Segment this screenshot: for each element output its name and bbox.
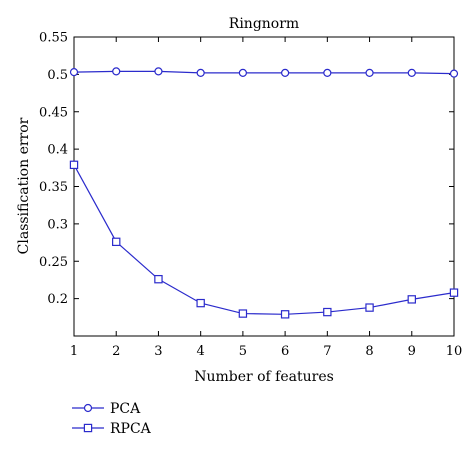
point-rpca <box>407 295 416 304</box>
point-rpca <box>154 274 163 284</box>
legend-marker-pca <box>83 403 93 413</box>
y-tick-label: 0.25 <box>39 255 68 270</box>
series-line-pca <box>73 70 455 75</box>
point-pca <box>365 68 374 77</box>
legend-marker-rpca <box>83 423 93 433</box>
x-tick-label: 5 <box>239 344 247 359</box>
legend-label-rpca: RPCA <box>110 421 152 437</box>
x-tick-label: 2 <box>112 344 120 359</box>
series-line-rpca <box>73 164 455 315</box>
x-tick-label: 4 <box>197 344 205 359</box>
point-rpca <box>449 288 459 297</box>
point-rpca <box>196 298 205 308</box>
point-pca <box>112 67 121 76</box>
x-tick-label: 3 <box>154 344 162 359</box>
y-tick-label: 0.4 <box>47 143 68 158</box>
x-tick-label: 7 <box>323 344 331 359</box>
chart-title: Ringnorm <box>229 16 299 32</box>
point-rpca <box>323 307 332 317</box>
x-tick-label: 1 <box>70 344 78 359</box>
y-tick-label: 0.3 <box>47 217 68 232</box>
x-tick-label: 6 <box>281 344 289 359</box>
y-tick-label: 0.5 <box>47 68 68 83</box>
point-rpca <box>238 309 248 318</box>
point-pca <box>238 68 247 77</box>
series-group <box>69 67 459 319</box>
point-pca <box>407 68 416 77</box>
point-rpca <box>365 303 374 312</box>
x-tick-label: 10 <box>446 344 463 359</box>
point-pca <box>281 68 290 77</box>
point-rpca <box>280 310 290 319</box>
point-pca <box>323 68 332 77</box>
point-pca <box>449 69 459 78</box>
x-tick-label: 9 <box>408 344 416 359</box>
x-axis-label: Number of features <box>194 369 334 385</box>
y-tick-label: 0.55 <box>39 31 68 46</box>
point-pca <box>196 68 205 77</box>
axis-ticks: 1 2 3 4 5 6 7 8 9 10 0.2 0.25 0.3 0.35 0.4 0.45 0.5 0.55 <box>39 31 462 360</box>
y-tick-label: 0.45 <box>39 105 68 120</box>
x-tick-label: 8 <box>365 344 373 359</box>
plot-area <box>73 36 455 337</box>
point-rpca <box>69 160 79 170</box>
legend-label-pca: PCA <box>110 401 141 417</box>
y-tick-label: 0.2 <box>47 292 68 307</box>
legend: PCA RPCA <box>72 401 152 437</box>
point-pca <box>154 67 163 76</box>
point-rpca <box>112 237 121 247</box>
y-tick-label: 0.35 <box>39 180 68 195</box>
y-axis-label: Classification error <box>16 117 32 254</box>
point-pca <box>69 68 79 77</box>
